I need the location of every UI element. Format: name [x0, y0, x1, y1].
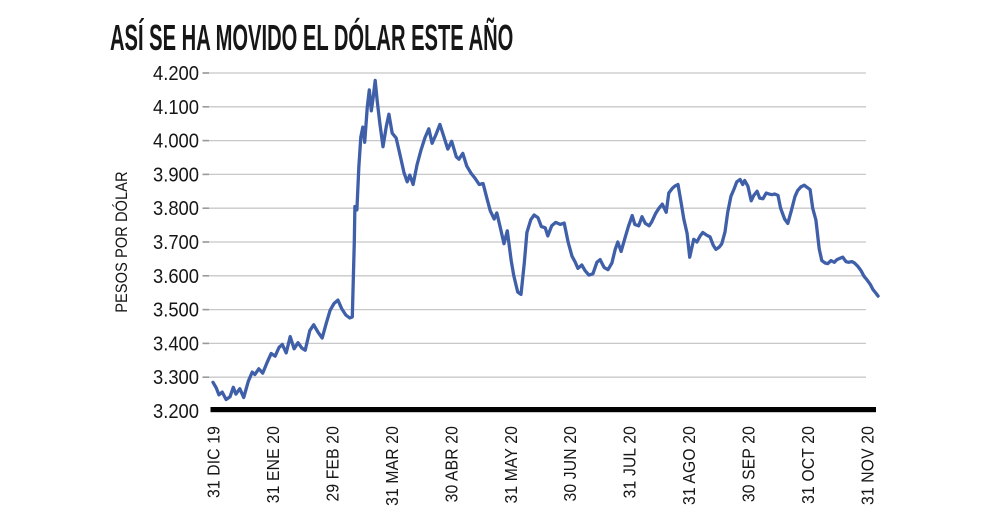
price-line: [211, 78, 880, 402]
y-tick-label: 3.300: [153, 368, 199, 390]
y-tick-labels: 4.200 4.100 4.000 3.900 3.800 3.700 3.600 3.500…: [153, 63, 199, 423]
x-tick-label: 31 DIC 19: [203, 426, 223, 498]
y-tick-label: 4.000: [153, 131, 199, 153]
x-tick-label: 31 NOV 20: [857, 426, 877, 505]
y-tick-label: 3.500: [153, 300, 199, 322]
y-tick-label: 3.600: [153, 266, 199, 288]
x-tick-label: 31 OCT 20: [798, 426, 818, 504]
x-tick-label: 30 ABR 20: [441, 426, 461, 502]
x-tick-label: 31 ENE 20: [263, 426, 283, 503]
x-tick-label: 29 FEB 20: [322, 426, 342, 502]
gridlines: [202, 72, 866, 379]
x-axis-baseline: [210, 407, 876, 413]
x-tick-label: 31 MAR 20: [382, 426, 402, 506]
y-tick-label: 3.900: [153, 165, 199, 187]
y-tick-label: 3.400: [153, 334, 199, 356]
y-axis-title: PESOS POR DÓLAR: [111, 171, 131, 312]
y-tick-label: 3.200: [153, 401, 199, 423]
x-tick-label: 31 MAY 20: [501, 426, 521, 504]
y-tick-label: 4.200: [153, 63, 199, 85]
x-tick-labels: 31 DIC 19 31 ENE 20 29 FEB 20 31 MAR 20 30 A…: [203, 426, 877, 506]
y-tick-label: 4.100: [153, 97, 199, 119]
x-tick-label: 31 AGO 20: [679, 426, 699, 505]
chart-title: ASÍ SE HA MOVIDO EL DÓLAR ESTE AÑO: [110, 17, 513, 59]
y-tick-label: 3.700: [153, 232, 199, 254]
x-tick-label: 31 JUL 20: [620, 426, 640, 498]
x-tick-label: 30 JUN 20: [560, 426, 580, 502]
x-tick-label: 30 SEP 20: [739, 426, 759, 502]
y-tick-label: 3.800: [153, 199, 199, 221]
